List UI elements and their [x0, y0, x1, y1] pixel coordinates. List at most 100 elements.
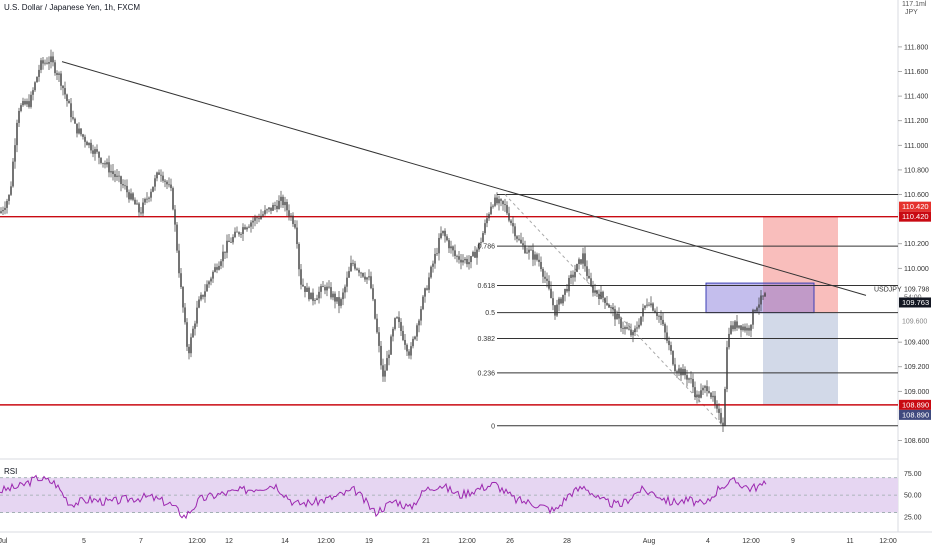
- candle-body: [546, 278, 548, 281]
- time-axis-label: 14: [281, 538, 289, 545]
- candle-body: [258, 218, 260, 220]
- fib-level-label: 0.382: [477, 336, 495, 343]
- entry-zone-rectangle[interactable]: [705, 282, 815, 314]
- candle-body: [188, 346, 190, 354]
- candle-body: [446, 236, 448, 241]
- candle-body: [294, 224, 296, 228]
- candle-body: [596, 290, 598, 294]
- candle-body: [696, 394, 698, 397]
- candle-body: [248, 226, 250, 228]
- candle-body: [738, 325, 740, 328]
- support-price-label: 108.890: [899, 399, 931, 410]
- rsi-axis[interactable]: 75.00 50.00 25.00: [904, 471, 922, 522]
- candle-body: [646, 304, 648, 306]
- candle-body: [290, 215, 292, 217]
- candle-body: [340, 299, 342, 306]
- candle-body: [594, 290, 596, 293]
- candle-body: [282, 196, 284, 206]
- candle-body: [272, 204, 274, 211]
- candle-body: [740, 325, 742, 331]
- candle-body: [706, 386, 708, 392]
- candle-body: [134, 199, 136, 205]
- candle-body: [712, 395, 714, 398]
- candle-body: [512, 223, 514, 227]
- candle-body: [196, 307, 198, 324]
- candle-body: [304, 286, 306, 292]
- time-axis-label: 21: [422, 538, 430, 545]
- candle-body: [54, 62, 56, 74]
- candle-body: [662, 319, 664, 325]
- candle-body: [672, 351, 674, 365]
- candle-body: [692, 378, 694, 388]
- candle-body: [262, 214, 264, 216]
- candle-body: [486, 218, 488, 224]
- svg-text:110.420: 110.420: [902, 212, 929, 221]
- candle-body: [562, 294, 564, 304]
- candle-body: [332, 293, 334, 298]
- price-tick-label: 110.000: [904, 266, 929, 273]
- candle-body: [222, 251, 224, 262]
- time-axis-label: Jul: [0, 538, 8, 545]
- candle-body: [330, 287, 332, 298]
- candle-body: [348, 271, 350, 278]
- candle-body: [732, 325, 734, 330]
- candle-body: [344, 286, 346, 293]
- time-axis[interactable]: Jul 5 7 12:00 12 14 12:00 19 21 12:00 26 28 Aug 4 12:0…: [0, 538, 897, 545]
- candle-body: [476, 249, 478, 258]
- candle-body: [56, 73, 58, 75]
- candle-body: [528, 249, 530, 253]
- price-axis[interactable]: 111.800 111.600 111.400 111.200 111.000 110.8…: [898, 44, 929, 445]
- rsi-band: [0, 477, 898, 513]
- price-tick-label: 110.200: [904, 241, 929, 248]
- candle-body: [396, 317, 398, 319]
- position-target-zone[interactable]: [763, 312, 838, 405]
- candle-body: [472, 251, 474, 257]
- candle-body: [176, 224, 178, 251]
- candle-body: [450, 246, 452, 249]
- candle-body: [580, 259, 582, 264]
- candle-body: [244, 227, 246, 230]
- candle-body: [626, 327, 628, 329]
- candle-body: [492, 205, 494, 207]
- candle-body: [48, 62, 50, 64]
- position-stop-zone[interactable]: [763, 216, 838, 313]
- candle-body: [276, 205, 278, 210]
- candle-body: [234, 231, 236, 238]
- candle-body: [298, 243, 300, 270]
- price-tick-label: 109.400: [904, 340, 929, 347]
- candle-body: [208, 281, 210, 285]
- candle-body: [570, 274, 572, 278]
- resistance-price-label: 110.420: [899, 201, 931, 212]
- candle-body: [410, 346, 412, 356]
- candle-body: [206, 284, 208, 292]
- price-tick-label: 109.200: [904, 364, 929, 371]
- candle-body: [328, 286, 330, 288]
- candle-body: [480, 242, 482, 244]
- descending-trendline[interactable]: [61, 61, 867, 296]
- time-axis-label: Aug: [643, 538, 656, 545]
- candle-body: [172, 188, 174, 210]
- candle-body: [182, 287, 184, 308]
- candle-body: [414, 336, 416, 339]
- candle-body: [716, 404, 718, 409]
- candle-body: [612, 307, 614, 310]
- candle-body: [722, 422, 724, 426]
- candle-body: [444, 230, 446, 237]
- candle-body: [510, 220, 512, 224]
- candle-body: [236, 231, 238, 233]
- candle-body: [442, 230, 444, 234]
- candle-body: [154, 178, 156, 187]
- candle-body: [286, 201, 288, 211]
- svg-text:109.798: 109.798: [904, 286, 929, 293]
- candle-body: [354, 263, 356, 269]
- time-axis-label: 12:00: [742, 538, 760, 545]
- candle-body: [218, 265, 220, 270]
- candle-body: [72, 117, 74, 119]
- candle-body: [586, 266, 588, 276]
- candle-body: [392, 328, 394, 337]
- candle-body: [360, 272, 362, 274]
- candle-body: [116, 175, 118, 177]
- candle-body: [724, 389, 726, 426]
- candle-body: [112, 171, 114, 175]
